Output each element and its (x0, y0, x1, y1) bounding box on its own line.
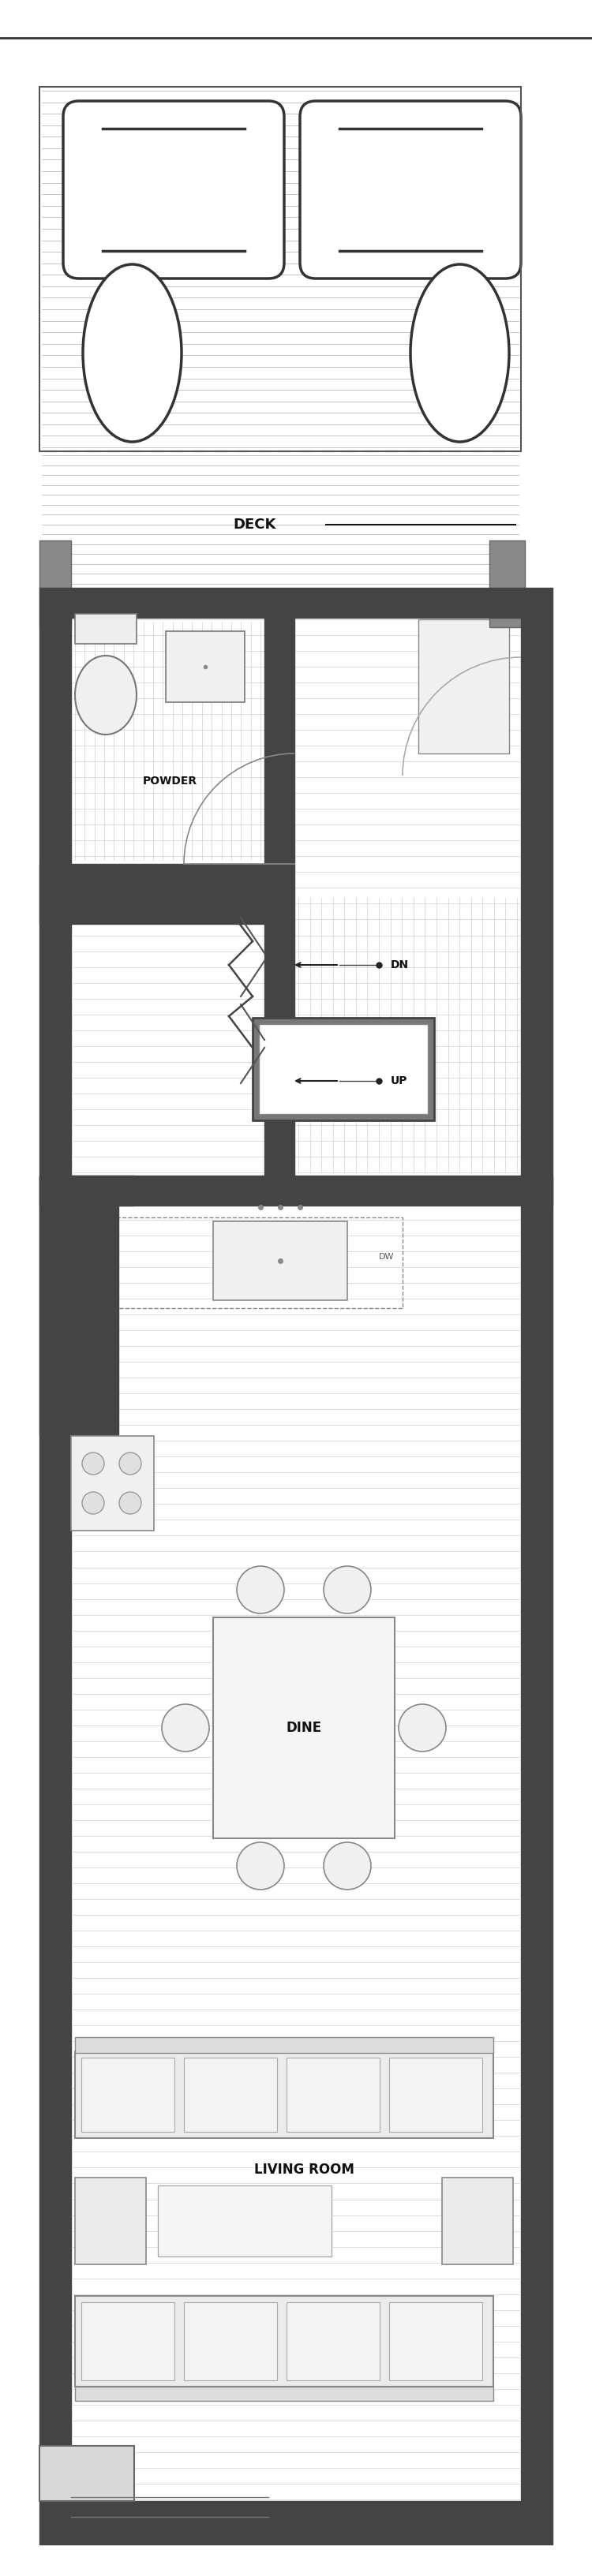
Bar (40, 451, 521, 587)
Bar (419, 618, 509, 752)
Circle shape (162, 1705, 209, 1752)
Bar (253, 1018, 434, 1121)
Bar (75, 2177, 146, 2264)
Bar (71, 1206, 114, 1435)
Bar (75, 2385, 493, 2401)
Bar (75, 613, 137, 644)
Circle shape (237, 1566, 284, 1613)
Text: DINE: DINE (286, 1721, 321, 1736)
Bar (81, 2303, 175, 2380)
Bar (73, 1218, 403, 1309)
Circle shape (119, 1492, 141, 1515)
Circle shape (324, 1566, 371, 1613)
Bar (40, 1175, 552, 1206)
Bar (40, 88, 521, 451)
Ellipse shape (410, 265, 509, 443)
Bar (75, 2038, 493, 2053)
Bar (490, 541, 525, 626)
Circle shape (119, 1453, 141, 1473)
Bar (213, 1618, 395, 1839)
Circle shape (82, 1492, 104, 1515)
Bar (259, 1025, 428, 1113)
Bar (40, 541, 71, 626)
Bar (184, 2303, 277, 2380)
Text: DECK: DECK (233, 518, 276, 531)
Bar (40, 2445, 134, 2501)
Circle shape (398, 1705, 446, 1752)
Circle shape (324, 1842, 371, 1891)
Bar (71, 618, 521, 2501)
Bar (71, 1435, 154, 1530)
Bar (75, 2295, 493, 2385)
Bar (184, 2058, 277, 2133)
Text: POWDER: POWDER (143, 775, 197, 786)
Bar (158, 2184, 332, 2257)
FancyBboxPatch shape (300, 100, 521, 278)
Bar (40, 2501, 552, 2545)
Text: DW: DW (379, 1252, 394, 1260)
Bar (213, 1221, 348, 1301)
Bar (521, 618, 552, 2501)
FancyBboxPatch shape (63, 100, 284, 278)
Bar (40, 894, 265, 925)
Circle shape (82, 1453, 104, 1473)
Bar (40, 587, 552, 618)
Bar (287, 2303, 379, 2380)
Ellipse shape (83, 265, 182, 443)
Bar (40, 863, 294, 894)
Bar (40, 1175, 134, 1206)
Bar (40, 88, 521, 451)
Text: UP: UP (391, 1074, 408, 1087)
Bar (166, 631, 244, 703)
Bar (265, 894, 294, 1175)
Bar (81, 2058, 175, 2133)
Bar (40, 1206, 118, 1435)
Bar (389, 2058, 482, 2133)
Bar (75, 2050, 493, 2138)
Bar (442, 2177, 513, 2264)
Bar (287, 2058, 379, 2133)
Bar (40, 618, 71, 2501)
Bar (265, 618, 294, 863)
Ellipse shape (75, 657, 137, 734)
Bar (389, 2303, 482, 2380)
Text: DN: DN (391, 958, 409, 971)
Text: LIVING ROOM: LIVING ROOM (254, 2164, 354, 2177)
Circle shape (237, 1842, 284, 1891)
